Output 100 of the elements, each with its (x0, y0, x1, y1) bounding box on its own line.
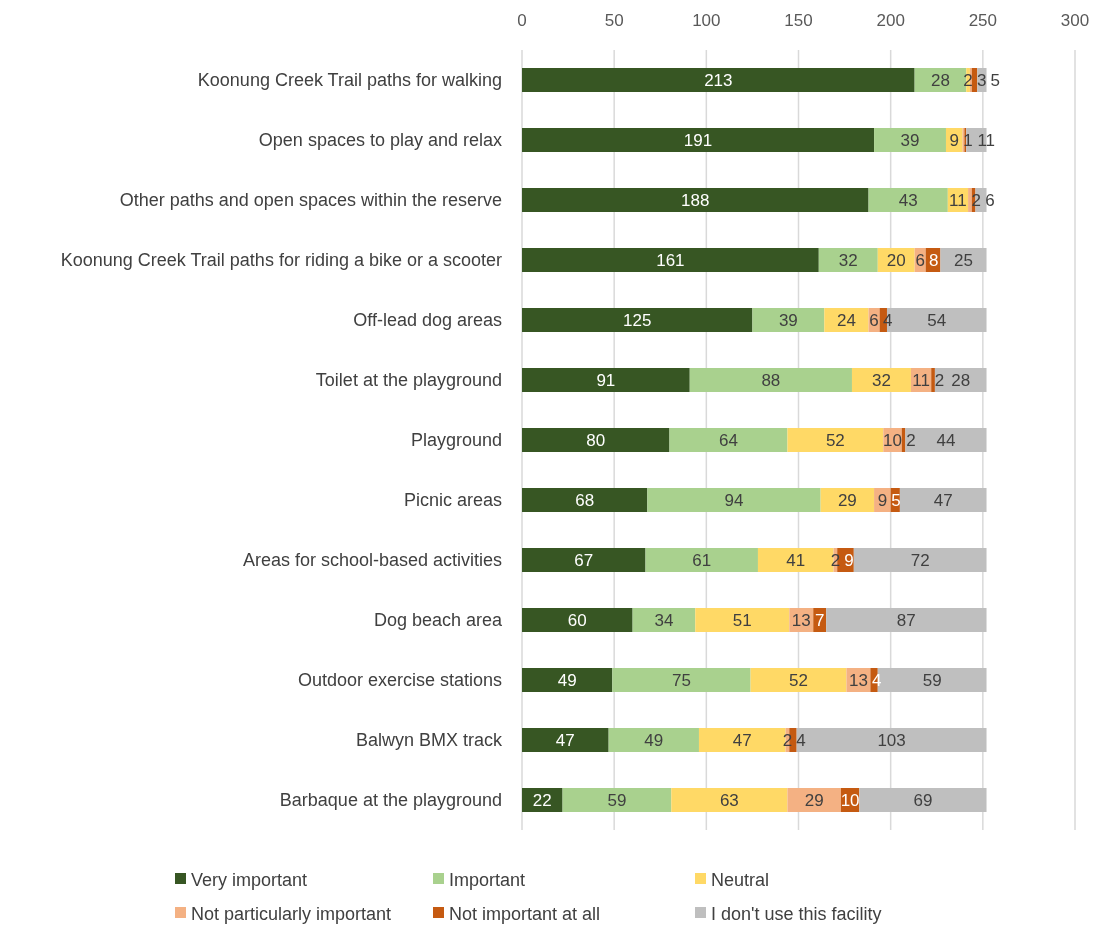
data-label: 11 (912, 370, 930, 390)
bar (647, 488, 821, 512)
bar (818, 248, 878, 272)
y-tick-label: Dog beach area (373, 610, 503, 631)
x-tick-label: 50 (604, 11, 624, 30)
x-tick-label: 150 (784, 11, 813, 30)
data-label: 2 (782, 730, 793, 750)
legend-label: Not particularly important (191, 904, 392, 925)
data-label: 188 (681, 190, 710, 210)
bar (859, 788, 987, 812)
bar (522, 68, 915, 92)
legend-label: Very important (191, 870, 308, 891)
y-tick-label: Off-lead dog areas (353, 310, 502, 331)
data-label: 213 (704, 70, 733, 90)
data-label: 59 (607, 790, 627, 810)
y-tick-label: Toilet at the playground (315, 370, 502, 391)
bar (874, 128, 946, 152)
data-label: 9 (844, 550, 854, 570)
data-label: 4 (796, 730, 806, 750)
bar (750, 668, 847, 692)
bar (940, 248, 987, 272)
x-tick-label: 100 (692, 11, 721, 30)
data-label: 47 (933, 490, 953, 510)
data-label: 9 (877, 490, 888, 510)
bar (522, 188, 869, 212)
data-label: 2 (830, 550, 841, 570)
data-label: 2 (934, 370, 945, 390)
y-tick-label: Playground (410, 430, 502, 451)
bar (632, 608, 696, 632)
data-label: 60 (567, 610, 587, 630)
data-label: 28 (951, 370, 971, 390)
bar (522, 728, 609, 752)
data-label: 6 (869, 310, 879, 330)
bar (689, 368, 852, 392)
data-label: 29 (804, 790, 824, 810)
data-label: 28 (930, 70, 950, 90)
data-label: 6 (985, 190, 995, 210)
data-label: 25 (954, 250, 973, 270)
data-label: 59 (922, 670, 942, 690)
data-label: 47 (732, 730, 752, 750)
data-label: 13 (848, 670, 868, 690)
bar (671, 788, 788, 812)
y-tick-label: Barbaque at the playground (279, 790, 502, 811)
bar (853, 548, 987, 572)
data-label: 68 (575, 490, 595, 510)
bar (645, 548, 758, 572)
data-label: 67 (574, 550, 594, 570)
bar (787, 788, 841, 812)
data-label: 5 (891, 490, 901, 510)
bar (899, 488, 987, 512)
bar (522, 428, 670, 452)
data-label: 8 (929, 250, 939, 270)
data-label: 72 (910, 550, 930, 570)
bar (522, 128, 875, 152)
bar (522, 548, 646, 572)
bar (608, 728, 699, 752)
data-label: 22 (532, 790, 552, 810)
bar (796, 728, 987, 752)
data-label: 7 (814, 610, 825, 630)
bar (522, 248, 819, 272)
data-label: 10 (840, 790, 860, 810)
bar (695, 608, 790, 632)
legend-label: Not important at all (449, 904, 601, 925)
data-label: 44 (936, 430, 956, 450)
data-label: 94 (724, 490, 744, 510)
bar (868, 188, 948, 212)
bar (522, 668, 613, 692)
data-label: 91 (596, 370, 616, 390)
y-tick-label: Outdoor exercise stations (297, 670, 502, 691)
legend-label: Neutral (711, 870, 770, 891)
data-label: 125 (623, 310, 652, 330)
y-tick-label: Open spaces to play and relax (258, 130, 502, 151)
data-label: 41 (786, 550, 806, 570)
data-label: 9 (949, 130, 959, 150)
bar (851, 368, 911, 392)
bar (522, 608, 633, 632)
data-label: 69 (913, 790, 933, 810)
data-label: 2 (963, 70, 973, 90)
data-label: 2 (906, 430, 916, 450)
data-label: 20 (886, 250, 906, 270)
data-label: 161 (656, 250, 685, 270)
x-tick-label: 250 (968, 11, 998, 30)
data-label: 11 (977, 130, 996, 150)
y-tick-label: Balwyn BMX track (355, 730, 503, 751)
data-label: 39 (778, 310, 798, 330)
data-label: 87 (896, 610, 916, 630)
bar (669, 428, 788, 452)
bar (522, 488, 648, 512)
bar (824, 308, 869, 332)
data-label: 47 (555, 730, 575, 750)
legend-label: I don't use this facility (711, 904, 882, 925)
data-label: 80 (586, 430, 606, 450)
bar (826, 608, 987, 632)
legend-label: Important (449, 870, 526, 891)
y-tick-label: Areas for school-based activities (242, 550, 502, 571)
data-label: 64 (718, 430, 738, 450)
bar (968, 188, 972, 212)
y-tick-label: Koonung Creek Trail paths for riding a bike or a scooter (60, 250, 502, 271)
bar (971, 68, 978, 92)
data-label: 63 (719, 790, 739, 810)
